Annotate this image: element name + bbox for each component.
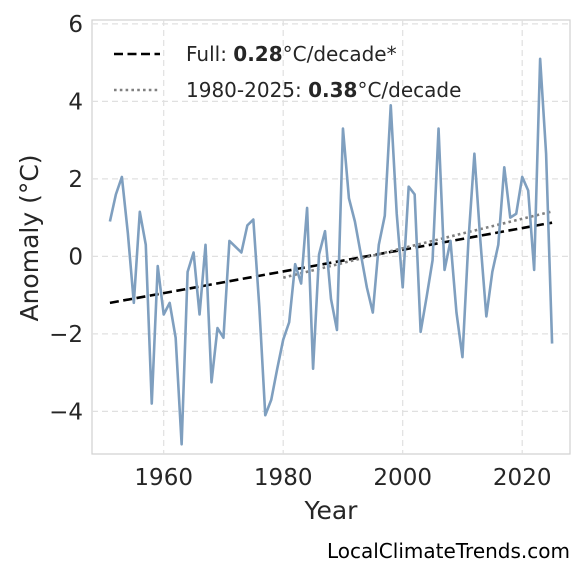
legend-full-prefix: Full: — [186, 42, 233, 66]
y-tick-label: 6 — [68, 12, 83, 38]
y-tick-label: 0 — [68, 244, 83, 270]
plot-background — [91, 19, 571, 455]
x-tick-label: 2000 — [373, 465, 432, 491]
y-tick-labels: 6 4 2 0 −2 −4 — [49, 12, 83, 426]
x-tick-label: 1980 — [254, 465, 313, 491]
y-tick-label: −2 — [49, 322, 83, 348]
anomaly-line — [108, 57, 554, 446]
trend-full-line — [109, 221, 553, 305]
x-tick-label: 1960 — [134, 465, 193, 491]
x-tick-label: 2020 — [493, 465, 552, 491]
y-tick-label: −4 — [49, 399, 83, 425]
legend-label-recent: 1980-2025: 0.38°C/decade — [186, 78, 461, 102]
x-tick-labels: 1960 1980 2000 2020 — [134, 465, 551, 491]
anomaly-series — [108, 57, 554, 446]
legend-full-suffix: °C/decade* — [283, 42, 397, 66]
legend: Full: 0.28°C/decade* 1980-2025: 0.38°C/d… — [114, 42, 461, 102]
y-axis-title: Anomaly (°C) — [15, 154, 44, 321]
legend-recent-prefix: 1980-2025: — [186, 78, 308, 102]
y-tick-label: 2 — [68, 167, 83, 193]
trend-lines — [109, 210, 553, 305]
y-tick-label: 4 — [68, 89, 83, 115]
x-axis-title: Year — [304, 496, 359, 525]
site-credit: LocalClimateTrends.com — [327, 539, 570, 563]
legend-recent-rate: 0.38 — [308, 78, 357, 102]
legend-label-full: Full: 0.28°C/decade* — [186, 42, 397, 66]
grid — [92, 20, 570, 454]
legend-recent-suffix: °C/decade — [357, 78, 461, 102]
legend-full-rate: 0.28 — [233, 42, 282, 66]
